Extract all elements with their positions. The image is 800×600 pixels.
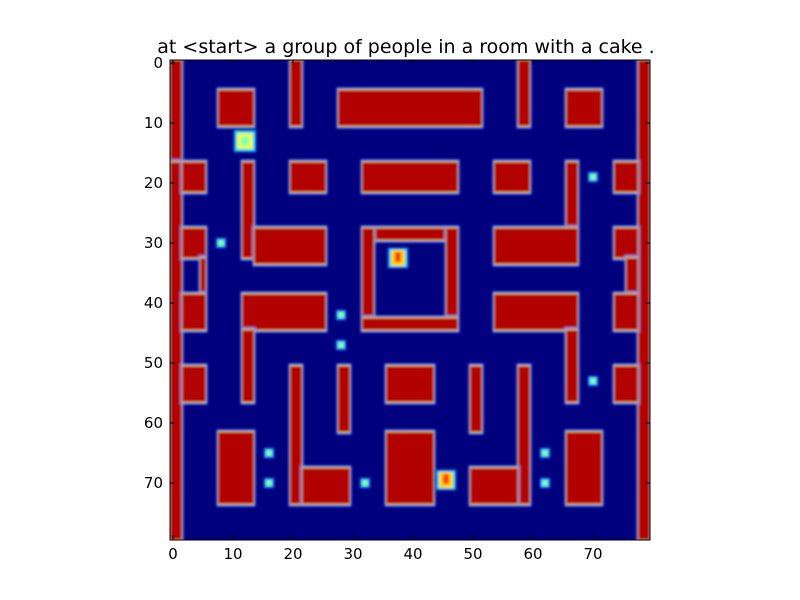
maze-wall <box>362 318 458 330</box>
power-pellet <box>590 378 596 384</box>
maze-wall <box>242 330 254 402</box>
y-tick-label: 30 <box>144 234 163 252</box>
y-axis-ticks: 0 10 20 30 40 50 60 70 <box>144 54 650 492</box>
x-tick-label: 50 <box>463 545 482 563</box>
maze-wall <box>614 294 638 330</box>
power-pellet <box>542 450 548 456</box>
ghost-core <box>443 474 449 484</box>
maze-wall <box>362 228 374 330</box>
y-tick-label: 70 <box>144 474 163 492</box>
power-pellet <box>338 312 344 318</box>
power-pellet <box>338 342 344 348</box>
maze-wall <box>290 366 302 504</box>
maze-wall <box>494 162 530 192</box>
maze-wall <box>182 228 206 258</box>
maze-wall <box>566 432 602 504</box>
game-items <box>216 130 598 490</box>
maze-wall <box>182 366 206 402</box>
maze-wall <box>290 60 302 126</box>
maze-wall <box>386 366 434 402</box>
maze-wall <box>566 330 578 402</box>
maze-wall <box>254 228 326 264</box>
maze-wall <box>614 228 638 258</box>
maze-wall <box>338 90 482 126</box>
maze-wall <box>182 162 206 192</box>
power-pellet <box>266 450 272 456</box>
maze-wall <box>518 60 530 126</box>
y-tick-label: 50 <box>144 354 163 372</box>
power-pellet <box>542 480 548 486</box>
x-tick-label: 70 <box>583 545 602 563</box>
maze-wall <box>242 294 326 330</box>
y-tick-label: 40 <box>144 294 163 312</box>
maze-wall <box>290 162 326 192</box>
power-pellet <box>218 240 224 246</box>
maze-wall <box>518 366 530 504</box>
figure-caption: at <start> a group of people in a room w… <box>157 36 654 58</box>
plot-frame <box>169 59 651 541</box>
power-pellet <box>362 480 368 486</box>
maze-wall <box>170 162 182 540</box>
x-tick-label: 10 <box>223 545 242 563</box>
maze-wall <box>638 60 650 540</box>
maze-wall <box>182 294 206 330</box>
y-tick-label: 10 <box>144 114 163 132</box>
maze-wall <box>362 228 458 240</box>
x-tick-label: 0 <box>168 545 178 563</box>
maze-walls <box>170 60 650 540</box>
maze-wall <box>614 162 638 192</box>
power-pellet <box>266 480 272 486</box>
maze-wall <box>302 468 350 504</box>
maze-wall <box>218 432 254 504</box>
maze-wall <box>566 90 602 126</box>
x-tick-label: 20 <box>283 545 302 563</box>
maze-wall <box>218 90 254 126</box>
x-tick-label: 30 <box>343 545 362 563</box>
ghost-core <box>395 252 401 262</box>
maze-wall <box>446 228 458 330</box>
maze-wall <box>494 294 578 330</box>
maze-wall <box>386 432 434 504</box>
x-tick-label: 60 <box>523 545 542 563</box>
maze-wall <box>470 366 482 432</box>
player-core <box>241 137 249 145</box>
x-axis-ticks: 0 10 20 30 40 50 60 70 <box>168 60 603 563</box>
maze-wall <box>338 366 350 432</box>
maze-wall <box>494 228 578 264</box>
y-tick-label: 20 <box>144 174 163 192</box>
y-tick-label: 60 <box>144 414 163 432</box>
maze-wall <box>362 162 458 192</box>
x-tick-label: 40 <box>403 545 422 563</box>
maze-wall <box>470 468 518 504</box>
maze-wall <box>242 162 254 258</box>
power-pellet <box>590 174 596 180</box>
game-heatmap <box>170 60 650 540</box>
maze-wall <box>614 366 638 402</box>
y-tick-label: 0 <box>153 54 163 72</box>
